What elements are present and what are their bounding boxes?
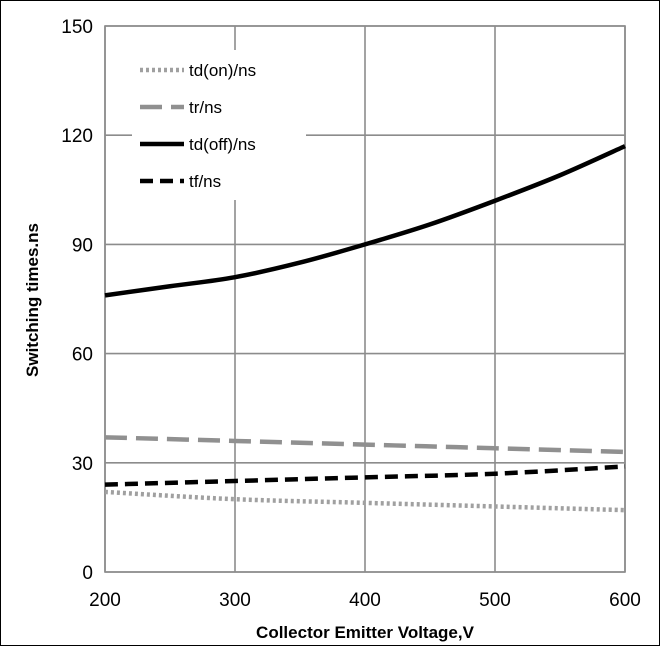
x-tick-label-200: 200 [89, 590, 121, 611]
x-axis-title: Collector Emitter Voltage,V [256, 623, 475, 642]
legend-label-0: td(on)/ns [189, 61, 256, 80]
series-line-3 [104, 464, 626, 487]
x-tick-label-400: 400 [349, 590, 381, 611]
y-tick-label-60: 60 [72, 345, 93, 366]
y-tick-labels: 0 30 60 90 120 150 [61, 17, 93, 584]
legend-label-1: tr/ns [189, 98, 222, 117]
y-tick-label-120: 120 [61, 126, 93, 147]
grid [104, 25, 626, 573]
series-lines [104, 144, 626, 513]
y-tick-label-90: 90 [72, 235, 93, 256]
series-line-0 [104, 489, 626, 513]
y-tick-label-0: 0 [82, 563, 93, 584]
legend-label-2: td(off)/ns [189, 135, 256, 154]
legend: td(on)/ns tr/ns td(off)/ns tf/ns [132, 50, 306, 200]
y-tick-label-150: 150 [61, 17, 93, 38]
y-axis-title: Switching times.ns [23, 223, 42, 377]
legend-label-3: tf/ns [189, 172, 221, 191]
x-tick-labels: 200 300 400 500 600 [89, 590, 641, 611]
x-tick-label-500: 500 [479, 590, 511, 611]
plot-border [104, 25, 626, 573]
y-tick-label-30: 30 [72, 454, 93, 475]
x-tick-label-600: 600 [609, 590, 641, 611]
x-tick-label-300: 300 [219, 590, 251, 611]
series-line-2 [104, 144, 626, 298]
series-line-1 [104, 435, 626, 455]
legend-background [132, 50, 306, 200]
